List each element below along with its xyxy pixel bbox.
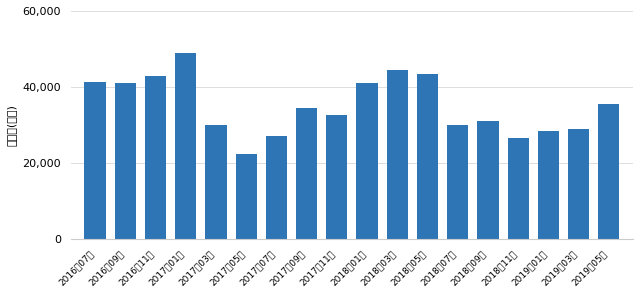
Bar [477,121,499,239]
Bar [538,131,559,239]
Bar [356,83,378,239]
Bar [115,83,136,239]
Bar [296,108,317,239]
Bar [508,138,529,239]
Bar [417,74,438,239]
Bar [205,125,227,239]
Bar [326,116,348,239]
Bar [387,70,408,239]
Bar [175,53,196,239]
Bar [236,153,257,239]
Bar [598,104,620,239]
Bar [84,82,106,239]
Bar [568,129,589,239]
Y-axis label: 거래량(건수): 거래량(건수) [7,104,17,146]
Bar [266,136,287,239]
Bar [447,125,468,239]
Bar [145,76,166,239]
